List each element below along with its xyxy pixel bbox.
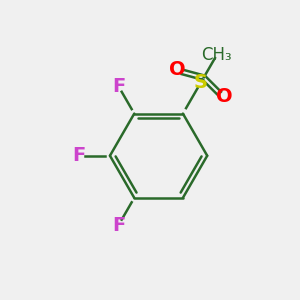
Text: S: S bbox=[194, 73, 208, 92]
Text: O: O bbox=[216, 87, 232, 106]
Text: F: F bbox=[72, 146, 85, 165]
Text: F: F bbox=[112, 216, 125, 235]
Text: O: O bbox=[169, 59, 186, 79]
Text: F: F bbox=[112, 77, 125, 96]
Text: CH₃: CH₃ bbox=[201, 46, 232, 64]
